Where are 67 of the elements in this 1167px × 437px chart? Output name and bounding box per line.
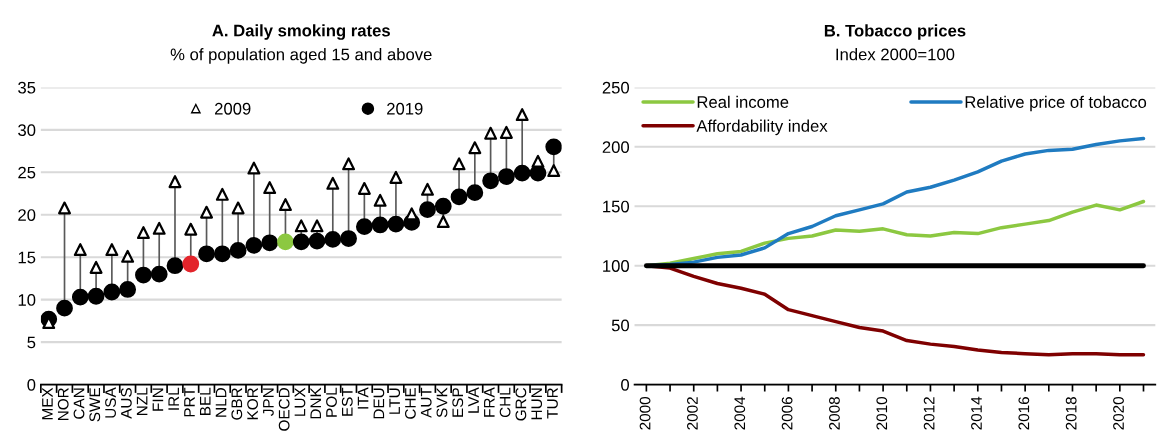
x-tick-label: EST (341, 387, 353, 416)
x-tick-label: SWE (89, 388, 101, 422)
x-tick-label: IRL (168, 387, 179, 410)
x-tick-label: ESP (452, 388, 464, 417)
x-tick-label: LVA (468, 387, 479, 413)
x-tick-label: KOR (247, 388, 258, 420)
x-tick-label: HUN (531, 388, 543, 420)
x-tick-label: FIN (152, 388, 164, 411)
x-tick-label: DNK (310, 387, 321, 419)
x-tick-label: GRC (515, 387, 527, 421)
y-tick-label: 250 (602, 81, 630, 94)
y-tick-label: 20 (18, 209, 36, 221)
x-tick-label: OECD (278, 388, 290, 431)
x-tick-label: NLD (215, 388, 227, 417)
x-tick-label: PRT (184, 387, 195, 417)
x-tick-label: CHE (404, 387, 416, 419)
legend-label: 2009 (215, 102, 251, 115)
x-tick-label: USA (105, 387, 116, 418)
x-tick-label: TUR (547, 388, 558, 419)
y-tick-label: 25 (18, 166, 36, 179)
x-tick-label: SVK (436, 387, 448, 418)
y-tick-label: 35 (18, 81, 36, 94)
x-tick-label: 2008 (829, 397, 840, 430)
x-tick-label: NZL (136, 387, 148, 415)
x-tick-label: 2002 (687, 397, 698, 430)
x-tick-label: CHL (499, 387, 511, 418)
y-tick-label: 15 (18, 251, 36, 264)
chart-subtitle: Index 2000=100 (836, 48, 955, 61)
x-tick-label: LTU (389, 388, 401, 414)
y-tick-label: 10 (18, 294, 36, 306)
x-tick-label: CAN (73, 388, 85, 419)
legend-label: Real income (697, 95, 789, 108)
x-tick-label: AUS (120, 388, 132, 419)
y-tick-label: 0 (621, 378, 630, 391)
y-tick-label: 200 (602, 141, 630, 154)
x-tick-label: AUT (420, 387, 432, 418)
x-tick-label: 2016 (1018, 397, 1030, 430)
x-tick-label: MEX (42, 387, 53, 420)
x-tick-label: 2000 (639, 396, 651, 430)
x-tick-label: 2004 (734, 396, 746, 430)
x-tick-label: GBR (231, 388, 243, 420)
x-tick-label: ITA (357, 387, 369, 409)
chart-title: B. Tobacco prices (824, 24, 966, 40)
y-tick-label: 5 (27, 336, 36, 349)
y-tick-label: 50 (611, 319, 630, 332)
y-tick-label: 100 (603, 260, 630, 272)
x-tick-label: FRA (484, 387, 495, 417)
chart-title: A. Daily smoking rates (212, 24, 390, 40)
chart-subtitle: % of population aged 15 and above (170, 48, 432, 64)
x-tick-label: 2014 (971, 396, 982, 430)
legend-label: Affordability index (696, 119, 828, 136)
x-tick-label: POL (326, 387, 337, 417)
x-tick-label: 2006 (781, 397, 793, 430)
y-tick-label: 0 (27, 378, 36, 391)
x-tick-label: 2012 (923, 397, 935, 430)
x-tick-label: JPN (263, 388, 274, 416)
x-tick-label: 2010 (876, 396, 888, 430)
y-tick-label: 150 (603, 200, 630, 213)
x-tick-label: BEL (199, 387, 211, 415)
x-tick-label: LUX (294, 387, 306, 416)
x-tick-label: NOR (57, 388, 69, 421)
legend-label: Relative price of tobacco (965, 95, 1147, 112)
x-tick-label: DEU (373, 388, 385, 419)
x-tick-label: 2018 (1065, 397, 1077, 430)
x-tick-label: 2020 (1113, 396, 1124, 430)
y-tick-label: 30 (18, 124, 36, 137)
legend-label: 2019 (387, 102, 423, 115)
